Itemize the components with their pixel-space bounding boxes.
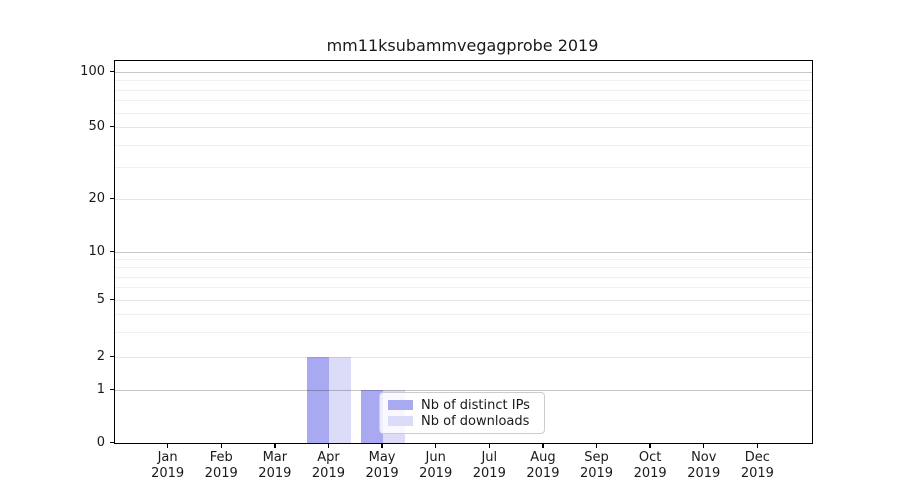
y-tick-mark [110, 298, 115, 300]
minor-gridline [115, 167, 812, 169]
y-tick-mark [110, 250, 115, 252]
x-tick-mark [274, 443, 276, 448]
legend-label-downloads: Nb of downloads [421, 413, 530, 429]
plot-area [114, 60, 813, 444]
y-tick-mark [110, 197, 115, 199]
x-tick-year: 2019 [579, 466, 614, 481]
minor-gridline [115, 80, 812, 82]
x-tick-label: Jan 2019 [138, 450, 198, 482]
y-tick-label: 1 [96, 382, 105, 397]
x-tick-mark [595, 443, 598, 448]
x-tick-year: 2019 [740, 466, 774, 481]
x-tick-mark [166, 443, 169, 448]
gridline [115, 199, 812, 200]
x-tick-year: 2019 [472, 466, 506, 481]
x-tick-month: Sep [584, 450, 609, 465]
minor-gridline [115, 276, 812, 278]
chart-title: mm11ksubammvegagprobe 2019 [326, 36, 599, 55]
gridline [115, 127, 812, 128]
legend-item-distinct-ips: Nb of distinct IPs [388, 397, 536, 413]
x-tick-label: Feb 2019 [191, 450, 251, 482]
legend-label-distinct-ips: Nb of distinct IPs [421, 397, 530, 413]
x-tick-year: 2019 [419, 466, 453, 481]
x-tick-month: Dec [744, 450, 770, 465]
x-tick-mark [381, 443, 383, 448]
minor-gridline [115, 89, 812, 91]
x-tick-label: Jun 2019 [406, 450, 466, 482]
x-tick-mark [542, 443, 544, 448]
minor-gridline [115, 287, 812, 289]
x-tick-mark [488, 443, 490, 448]
x-tick-label: Mar 2019 [245, 450, 305, 482]
x-tick-month: Jun [425, 450, 446, 465]
y-tick-mark [110, 388, 115, 390]
x-tick-label: Aug 2019 [513, 450, 573, 482]
x-tick-label: Nov 2019 [674, 450, 734, 482]
x-tick-mark [756, 443, 759, 448]
x-tick-year: 2019 [365, 466, 399, 481]
x-tick-mark [703, 443, 705, 448]
minor-gridline [115, 313, 812, 315]
legend-item-downloads: Nb of downloads [388, 413, 536, 429]
y-tick-label: 5 [96, 292, 105, 307]
x-tick-year: 2019 [633, 466, 667, 481]
major-gridline [115, 252, 812, 253]
y-tick-label: 50 [88, 119, 105, 134]
major-gridline [115, 72, 812, 73]
bar-distinct-ips [361, 390, 384, 443]
legend: Nb of distinct IPs Nb of downloads [379, 392, 545, 434]
minor-gridline [115, 259, 812, 261]
x-tick-label: Apr 2019 [298, 450, 358, 482]
minor-gridline [115, 144, 812, 146]
distinct-ips-swatch-icon [388, 400, 413, 410]
x-tick-label: Oct 2019 [620, 450, 680, 482]
x-tick-mark [434, 443, 437, 448]
x-tick-mark [220, 443, 222, 448]
x-tick-year: 2019 [204, 466, 238, 481]
x-tick-year: 2019 [151, 466, 185, 481]
downloads-swatch-icon [388, 416, 413, 426]
gridline [115, 300, 812, 301]
x-tick-month: May [368, 450, 396, 465]
x-tick-year: 2019 [526, 466, 560, 481]
minor-gridline [115, 112, 812, 114]
x-tick-month: Jul [481, 450, 498, 465]
bar-distinct-ips [307, 357, 330, 443]
x-tick-month: Mar [262, 450, 288, 465]
x-tick-month: Nov [691, 450, 717, 465]
y-tick-mark [110, 355, 115, 357]
x-tick-label: Sep 2019 [567, 450, 627, 482]
bar-downloads [329, 357, 352, 443]
y-tick-label: 2 [96, 349, 105, 364]
x-tick-year: 2019 [258, 466, 292, 481]
x-tick-label: Jul 2019 [459, 450, 519, 482]
minor-gridline [115, 100, 812, 102]
major-gridline [115, 390, 812, 391]
x-tick-month: Jan [157, 450, 178, 465]
x-tick-mark [649, 443, 651, 448]
x-tick-year: 2019 [311, 466, 345, 481]
x-tick-mark [327, 443, 330, 448]
x-tick-month: Apr [317, 450, 340, 465]
y-tick-label: 100 [80, 64, 105, 79]
gridline [115, 357, 812, 358]
y-tick-label: 10 [88, 244, 105, 259]
y-tick-label: 0 [96, 435, 105, 450]
x-tick-month: Feb [209, 450, 233, 465]
y-tick-label: 20 [88, 191, 105, 206]
x-tick-month: Oct [638, 450, 662, 465]
y-tick-mark [110, 441, 115, 443]
minor-gridline [115, 331, 812, 333]
x-tick-year: 2019 [687, 466, 721, 481]
x-tick-label: Dec 2019 [727, 450, 787, 482]
x-tick-label: May 2019 [352, 450, 412, 482]
x-tick-month: Aug [530, 450, 556, 465]
y-tick-mark [110, 70, 115, 72]
y-tick-mark [110, 125, 115, 127]
minor-gridline [115, 267, 812, 269]
